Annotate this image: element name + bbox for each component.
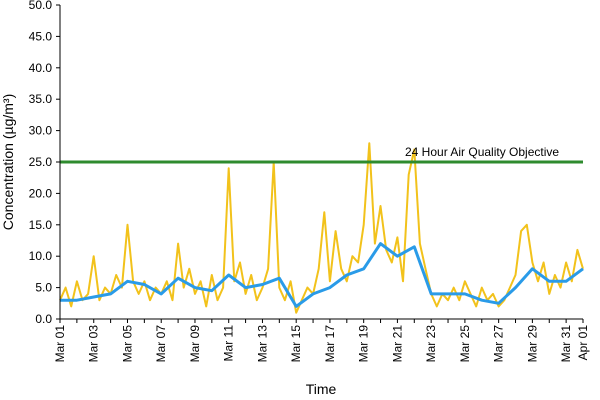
y-tick-label: 5.0 [35, 281, 52, 295]
y-tick-label: 20.0 [29, 186, 53, 200]
x-tick-label: Mar 25 [458, 325, 472, 363]
x-tick-label: Mar 17 [323, 325, 337, 363]
y-tick-label: 35.0 [29, 92, 53, 106]
x-tick-label: Mar 31 [559, 325, 573, 363]
x-tick-label: Mar 13 [256, 325, 270, 363]
y-tick-label: 0.0 [35, 312, 52, 326]
x-tick-label: Mar 15 [289, 325, 303, 363]
series-line-2 [60, 242, 584, 308]
x-tick-label: Mar 29 [525, 325, 539, 363]
y-tick-label: 30.0 [29, 124, 53, 138]
y-axis-title: Concentration (µg/m³) [0, 94, 16, 230]
y-tick-label: 50.0 [29, 0, 53, 12]
x-tick-label: Mar 11 [222, 325, 236, 362]
x-axis-title: Time [306, 381, 337, 397]
series-line-1 [59, 142, 584, 314]
x-tick-label: Mar 03 [87, 325, 101, 363]
x-tick-label: Mar 23 [424, 325, 438, 363]
x-tick-label: Mar 09 [188, 325, 202, 363]
x-tick-label: Mar 07 [154, 325, 168, 363]
axes: 0.0 5.0 10.0 15.0 20.0 25.0 30.0 35.0 40.0 45.0 50… [29, 0, 590, 362]
y-tick-label: 40.0 [29, 61, 53, 75]
y-tick-label: 15.0 [29, 218, 53, 232]
x-tick-label: Mar 05 [121, 325, 135, 363]
reference-line-group: 24 Hour Air Quality Objective [60, 145, 583, 164]
reference-line-label: 24 Hour Air Quality Objective [405, 145, 559, 159]
x-tick-label: Mar 19 [357, 325, 371, 363]
x-tick-label: Mar 27 [492, 325, 506, 363]
series-layer [59, 142, 584, 314]
x-tick-label: Apr 01 [576, 325, 590, 361]
x-tick-label: Mar 01 [53, 325, 67, 363]
y-tick-label: 25.0 [29, 155, 53, 169]
y-tick-label: 10.0 [29, 249, 53, 263]
y-tick-label: 45.0 [29, 29, 53, 43]
x-tick-label: Mar 21 [390, 325, 404, 363]
